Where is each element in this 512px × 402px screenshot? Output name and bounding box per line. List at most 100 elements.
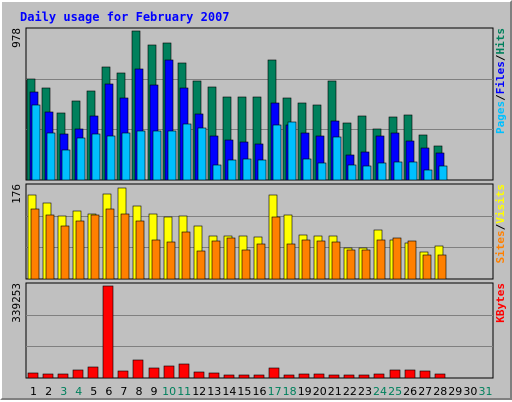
- pages-bar-day-15: [242, 158, 252, 181]
- x-tick-day-28: 28: [433, 385, 447, 398]
- sites-bar-day-22: [346, 249, 356, 280]
- kbytes-bar-day-13: [208, 372, 220, 379]
- pages-bar-day-18: [287, 121, 297, 181]
- x-tick-day-20: 20: [313, 385, 327, 398]
- sites-bar-day-11: [181, 231, 191, 280]
- legend-1: Pages/Files/Hits: [494, 28, 507, 134]
- pages-bar-day-28: [438, 165, 448, 181]
- sites-bar-day-1: [30, 208, 40, 280]
- x-tick-day-3: 3: [60, 385, 67, 398]
- y-max-tick-2: 176: [10, 184, 23, 204]
- kbytes-bar-day-28: [434, 373, 446, 379]
- pages-bar-day-21: [332, 136, 342, 181]
- kbytes-bar-day-20: [313, 373, 325, 379]
- kbytes-bar-day-8: [132, 359, 144, 379]
- legend-1-item-5: Hits: [494, 28, 507, 55]
- legend-1-item-4: /: [494, 54, 507, 61]
- kbytes-bar-day-22: [343, 374, 355, 379]
- pages-bar-day-20: [317, 162, 327, 181]
- kbytes-bar-day-26: [404, 369, 416, 379]
- kbytes-bar-day-3: [57, 373, 69, 379]
- pages-bar-day-14: [227, 159, 237, 181]
- x-tick-day-18: 18: [283, 385, 297, 398]
- x-tick-day-14: 14: [222, 385, 236, 398]
- legend-2-item-1: Sites: [494, 230, 507, 263]
- pages-bar-day-2: [46, 132, 56, 181]
- pages-bar-day-7: [121, 132, 131, 181]
- sites-bar-day-16: [256, 243, 266, 280]
- sites-bar-day-20: [316, 240, 326, 280]
- x-tick-day-4: 4: [75, 385, 82, 398]
- pages-bar-day-11: [182, 123, 192, 181]
- kbytes-bar-day-19: [298, 373, 310, 379]
- pages-bar-day-13: [212, 164, 222, 181]
- kbytes-bar-day-4: [72, 369, 84, 379]
- kbytes-bar-day-6: [102, 285, 114, 379]
- kbytes-bar-day-12: [193, 371, 205, 379]
- kbytes-bar-day-17: [268, 367, 280, 379]
- pages-bar-day-9: [152, 130, 162, 181]
- pages-bar-day-23: [362, 165, 372, 181]
- kbytes-bar-day-14: [223, 374, 235, 379]
- kbytes-bar-day-21: [328, 374, 340, 379]
- sites-bar-day-14: [226, 237, 236, 280]
- x-tick-day-5: 5: [90, 385, 97, 398]
- sites-bar-day-8: [135, 220, 145, 280]
- kbytes-bar-day-15: [238, 374, 250, 379]
- x-tick-day-12: 12: [192, 385, 206, 398]
- legend-1-item-1: Pages: [494, 101, 507, 134]
- sites-bar-day-25: [392, 237, 402, 280]
- x-tick-day-1: 1: [30, 385, 37, 398]
- legend-3-item-1: KBytes: [494, 283, 507, 323]
- x-tick-day-13: 13: [207, 385, 221, 398]
- pages-bar-day-25: [393, 161, 403, 181]
- legend-2-item-2: /: [494, 223, 507, 230]
- x-tick-day-19: 19: [298, 385, 312, 398]
- sites-bar-day-4: [75, 220, 85, 280]
- kbytes-bar-day-5: [87, 366, 99, 379]
- x-tick-day-16: 16: [253, 385, 267, 398]
- x-tick-day-15: 15: [237, 385, 251, 398]
- pages-bar-day-26: [408, 161, 418, 181]
- x-tick-day-25: 25: [388, 385, 402, 398]
- sites-bar-day-6: [105, 208, 115, 280]
- sites-bar-day-2: [45, 214, 55, 280]
- pages-bar-day-22: [347, 164, 357, 181]
- x-tick-day-24: 24: [373, 385, 387, 398]
- sites-bar-day-7: [120, 213, 130, 280]
- pages-bar-day-10: [167, 130, 177, 181]
- y-max-tick-3: 339253: [10, 283, 23, 323]
- pages-bar-day-4: [76, 137, 86, 181]
- sites-bar-day-3: [60, 225, 70, 280]
- pages-bar-day-8: [136, 130, 146, 181]
- sites-bar-day-21: [331, 241, 341, 280]
- pages-bar-day-6: [106, 135, 116, 181]
- sites-bar-day-13: [211, 240, 221, 280]
- sites-bar-day-27: [422, 254, 432, 280]
- x-tick-day-26: 26: [403, 385, 417, 398]
- kbytes-bar-day-27: [419, 370, 431, 379]
- sites-bar-day-28: [437, 254, 447, 280]
- x-tick-day-31: 31: [479, 385, 493, 398]
- kbytes-bar-day-10: [163, 365, 175, 379]
- x-tick-day-27: 27: [418, 385, 432, 398]
- x-tick-day-11: 11: [177, 385, 191, 398]
- pages-bar-day-12: [197, 127, 207, 181]
- x-tick-day-21: 21: [328, 385, 342, 398]
- pages-bar-day-3: [61, 149, 71, 181]
- legend-2-item-3: Visits: [494, 184, 507, 224]
- sites-bar-day-23: [361, 249, 371, 280]
- kbytes-bar-day-9: [148, 367, 160, 379]
- sites-bar-day-18: [286, 243, 296, 280]
- kbytes-bar-day-1: [27, 372, 39, 379]
- pages-bar-day-24: [377, 162, 387, 181]
- kbytes-bar-day-23: [358, 374, 370, 379]
- kbytes-bar-day-18: [283, 374, 295, 379]
- pages-bar-day-19: [302, 158, 312, 181]
- legend-1-item-3: Files: [494, 61, 507, 94]
- sites-bar-day-15: [241, 249, 251, 280]
- x-tick-day-23: 23: [358, 385, 372, 398]
- x-tick-day-2: 2: [45, 385, 52, 398]
